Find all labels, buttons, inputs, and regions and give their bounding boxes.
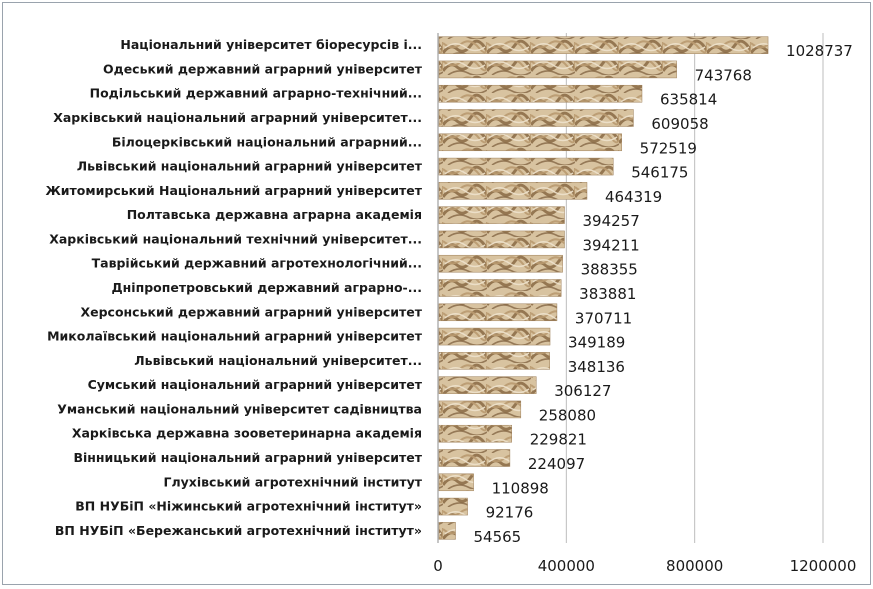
value-label: 349189	[568, 334, 625, 352]
category-label: Полтавська державна аграрна академія	[127, 207, 422, 222]
bar	[438, 352, 550, 370]
bar	[438, 230, 565, 249]
value-label: 370711	[575, 309, 632, 327]
bar	[438, 206, 565, 224]
bar	[438, 133, 622, 152]
category-label: Дніпропетровський державний аграрно-...	[112, 280, 422, 295]
x-tick-label: 400000	[538, 557, 595, 575]
category-label: Житомирський Національний аграрний уніве…	[46, 183, 423, 198]
category-label: Сумський національний аграрний університ…	[88, 377, 423, 392]
value-labels: 1028737 743768 635814 609058 572519 546175 464…	[474, 42, 853, 546]
bar	[438, 522, 456, 540]
bar	[438, 279, 562, 297]
value-label: 258080	[539, 406, 596, 424]
value-label: 572519	[640, 139, 697, 157]
value-label: 394211	[582, 236, 639, 254]
category-label: Уманський національний університет садів…	[57, 401, 422, 416]
bar	[438, 60, 677, 79]
bar	[438, 303, 558, 322]
bar	[438, 254, 563, 273]
bar	[438, 473, 474, 492]
x-tick-label: 800000	[666, 557, 723, 575]
value-label: 92176	[486, 504, 534, 522]
value-label: 54565	[474, 528, 522, 546]
value-label: 546175	[631, 164, 688, 182]
value-label: 1028737	[786, 42, 853, 60]
value-label: 743768	[695, 66, 752, 84]
category-label: Миколаївський національний аграрний унів…	[47, 329, 423, 344]
value-label: 388355	[581, 261, 638, 279]
category-label: Львівський національний аграрний універс…	[77, 159, 423, 174]
category-label: Вінницький національний аграрний універс…	[73, 450, 422, 465]
value-label: 224097	[528, 455, 585, 473]
bar	[438, 36, 769, 54]
gridlines	[437, 33, 824, 543]
bar	[438, 157, 614, 176]
category-label: Національний університет біоресурсів і..…	[120, 37, 422, 52]
category-label: Подільський державний аграрно-технічний.…	[90, 86, 422, 101]
category-label: Харківський національний аграрний універ…	[53, 110, 422, 125]
value-label: 464319	[605, 188, 662, 206]
x-tick-label: 1200000	[790, 557, 857, 575]
category-labels: Національний університет біоресурсів і..…	[46, 37, 423, 538]
bar	[438, 109, 634, 127]
value-label: 306127	[554, 382, 611, 400]
bar	[438, 182, 588, 200]
bar	[438, 424, 512, 443]
category-label: Білоцерківський національний аграрний...	[112, 134, 422, 149]
category-label: Харківська державна зооветеринарна акаде…	[72, 426, 422, 441]
category-label: Львівський національний університет...	[134, 353, 422, 368]
value-label: 635814	[660, 91, 717, 109]
bar	[438, 497, 468, 516]
value-label: 110898	[492, 479, 549, 497]
category-label: ВП НУБіП «Бережанський агротехнічний інс…	[55, 523, 422, 538]
bar-chart: Національний університет біоресурсів і..…	[46, 33, 856, 575]
bar	[438, 449, 511, 467]
bars	[438, 36, 769, 540]
bar	[438, 327, 551, 346]
bar	[438, 84, 643, 103]
bar	[438, 400, 522, 419]
category-label: Херсонський державний аграрний університ…	[80, 304, 422, 319]
value-label: 394257	[582, 212, 639, 230]
category-label: Глухівський агротехнічний інститут	[164, 474, 423, 489]
category-label: Одеський державний аграрний університет	[103, 61, 423, 76]
category-label: ВП НУБіП «Ніжинський агротехнічний інсти…	[75, 499, 422, 514]
bar	[438, 376, 537, 394]
value-label: 383881	[579, 285, 636, 303]
x-tick-label: 0	[433, 557, 443, 575]
x-axis-tick-labels: 0 400000 800000 1200000	[433, 557, 856, 575]
value-label: 348136	[568, 358, 625, 376]
category-label: Харківський національний технічний уніве…	[49, 231, 422, 246]
category-label: Таврійський державний агротехнологічний.…	[92, 256, 422, 271]
value-label: 229821	[530, 431, 587, 449]
value-label: 609058	[651, 115, 708, 133]
